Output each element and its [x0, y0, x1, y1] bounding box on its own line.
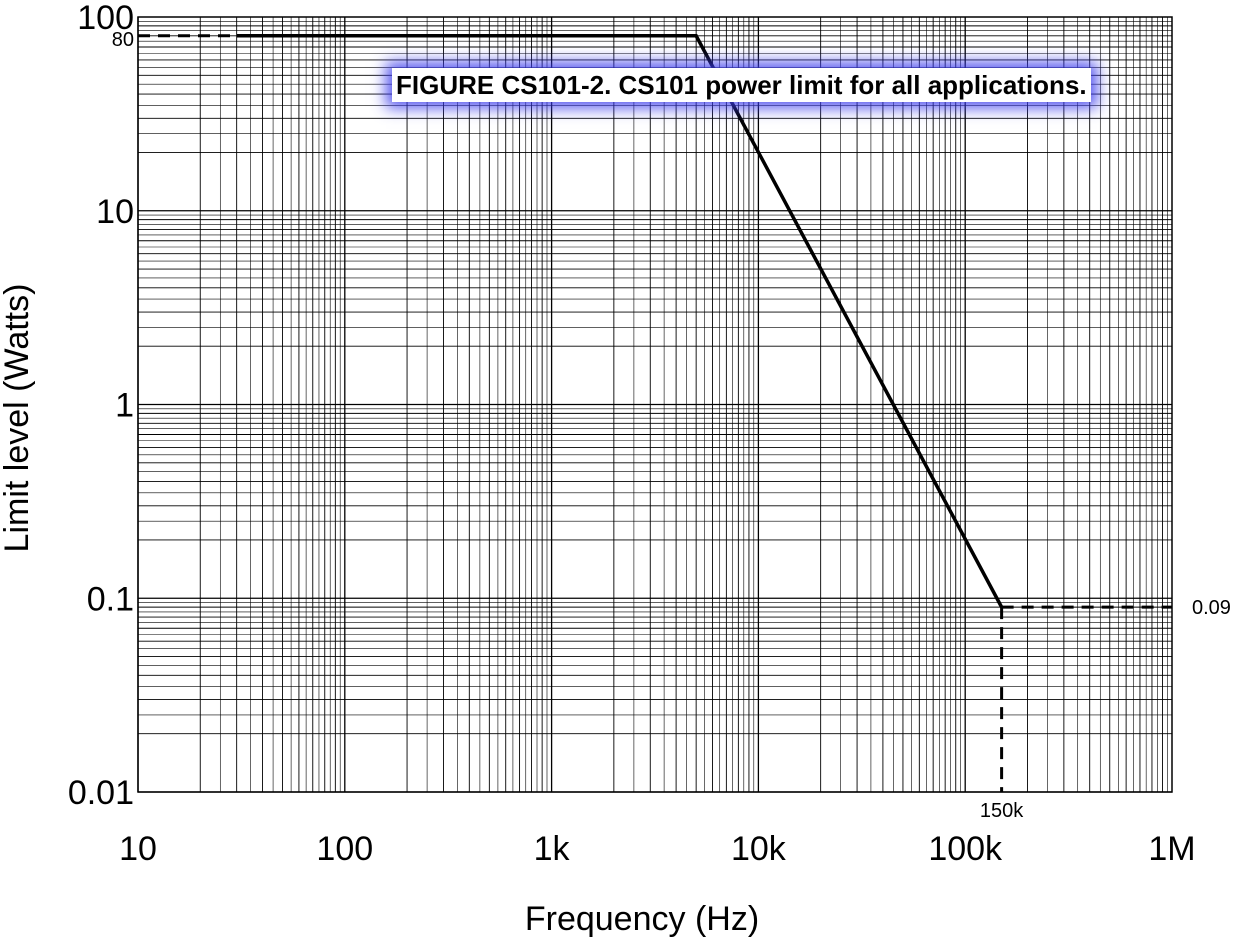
y-tick-label: 0.1 — [87, 580, 134, 618]
chart-title: FIGURE CS101-2. CS101 power limit for al… — [392, 68, 1091, 102]
tick-labels: 10 100 1k 10k 100k 1M 0.01 0.1 1 10 100 — [68, 0, 1196, 868]
x-tick-label: 10k — [731, 830, 787, 868]
reference-lines — [138, 34, 1172, 792]
limit-line — [236, 34, 1004, 608]
grid — [137, 16, 1173, 793]
x-axis-label: Frequency (Hz) — [525, 900, 759, 938]
x-tick-label: 10 — [119, 830, 157, 868]
annotation-0-09: 0.09 — [1192, 597, 1231, 619]
y-axis-label: Limit level (Watts) — [0, 284, 36, 553]
annotation-80: 80 — [112, 29, 134, 51]
x-tick-label: 100k — [928, 830, 1003, 868]
y-tick-label: 1 — [115, 387, 134, 425]
x-tick-label: 100 — [316, 830, 373, 868]
y-tick-label: 0.01 — [68, 774, 134, 812]
y-tick-label: 10 — [96, 193, 134, 231]
series — [236, 34, 1004, 608]
x-tick-label: 1k — [534, 830, 571, 868]
x-tick-label: 1M — [1148, 830, 1195, 868]
annotations: 80 0.09 150k — [112, 29, 1231, 822]
y-tick-label: 100 — [77, 0, 134, 37]
annotation-150k: 150k — [980, 800, 1024, 822]
